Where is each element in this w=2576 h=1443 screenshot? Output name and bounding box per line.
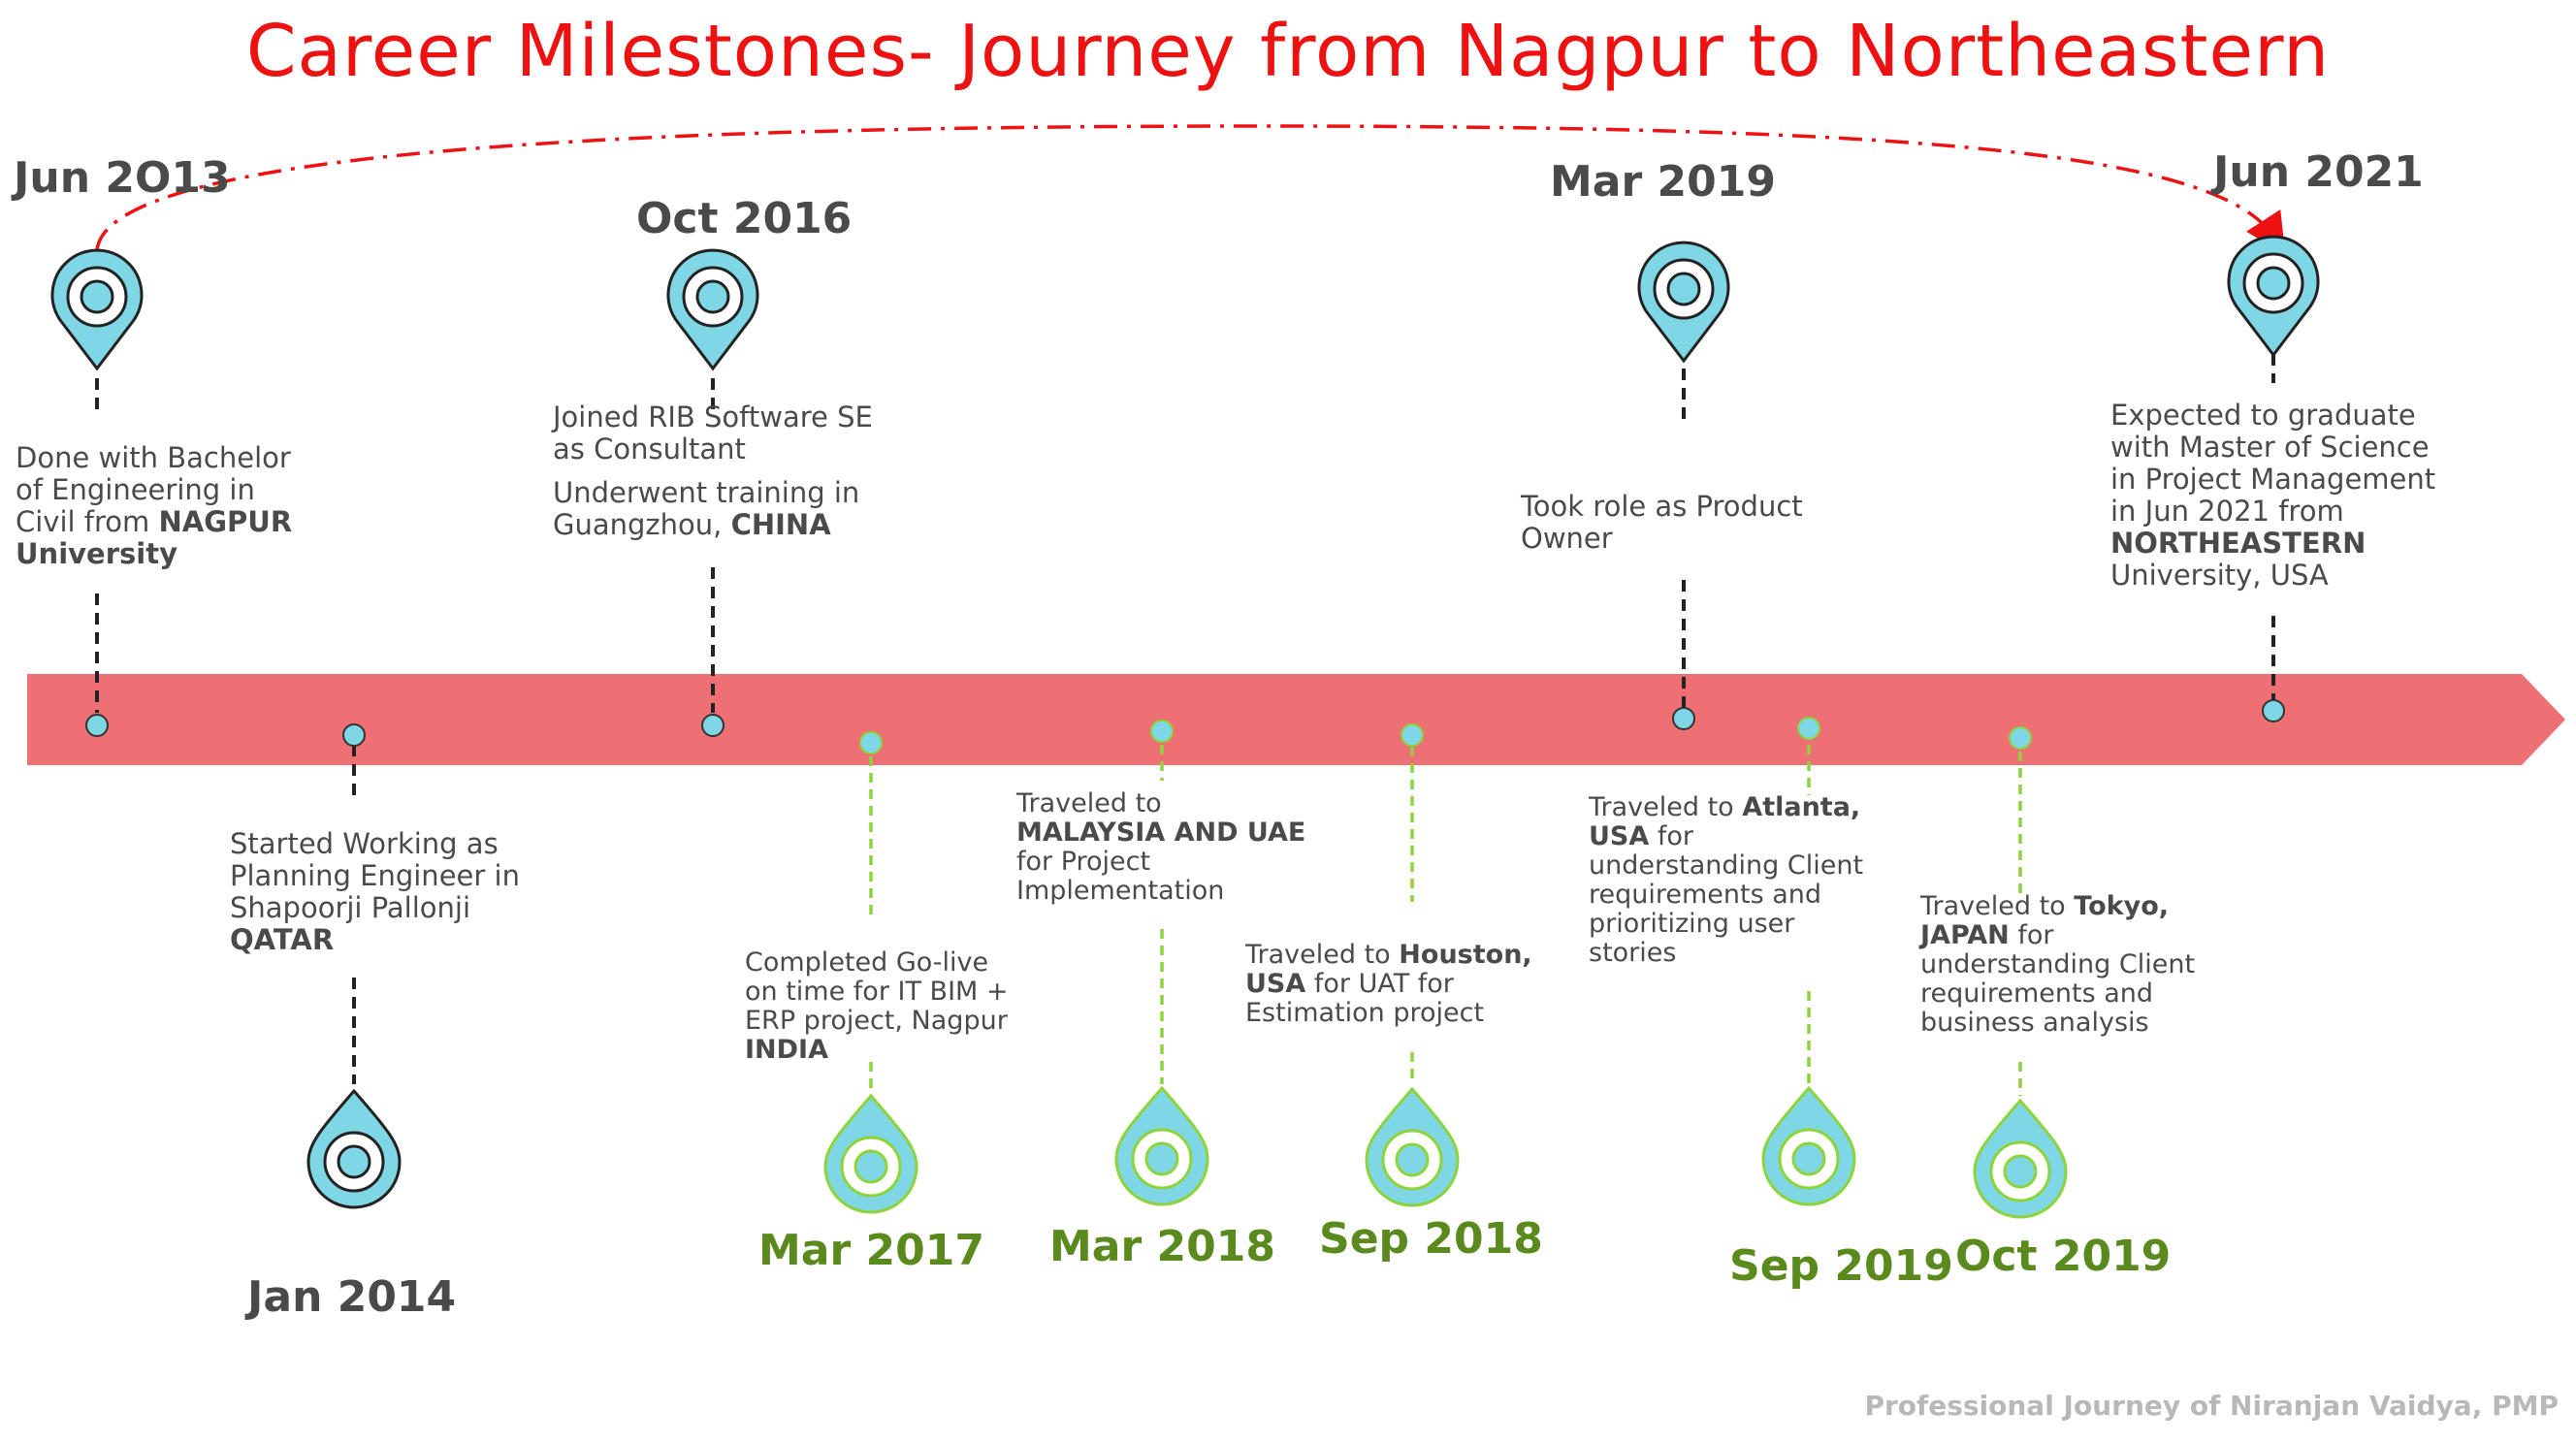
drop-pin-icon bbox=[823, 1093, 918, 1214]
footer-credit: Professional Journey of Niranjan Vaidya,… bbox=[1864, 1390, 2559, 1422]
location-pin-icon bbox=[666, 248, 759, 371]
drop-pin-icon bbox=[306, 1088, 402, 1209]
milestone-desc-sep-2019: Traveled to Atlanta, USA for understandi… bbox=[1589, 792, 1864, 968]
milestone-desc-jun-2021: Expected to graduate with Master of Scie… bbox=[2110, 399, 2436, 592]
top-connectors bbox=[95, 354, 2275, 1084]
milestone-desc-mar-2018: Traveled to MALAYSIA AND UAE for Project… bbox=[1016, 788, 1306, 906]
milestone-desc-sep-2018: Traveled to Houston, USA for UAT for Est… bbox=[1245, 940, 1532, 1028]
milestone-desc-jan-2014: Started Working as Planning Engineer in … bbox=[230, 827, 520, 956]
date-jan-2014: Jan 2014 bbox=[247, 1272, 457, 1322]
milestone-desc-oct-2016: Joined RIB Software SE as Consultant Unde… bbox=[553, 401, 873, 541]
location-pin-icon bbox=[50, 248, 144, 371]
journey-arc bbox=[95, 124, 2286, 255]
date-jun-2021: Jun 2021 bbox=[2213, 147, 2424, 197]
bar-dots bbox=[85, 699, 2285, 754]
page-title: Career Milestones- Journey from Nagpur t… bbox=[245, 10, 2331, 93]
date-mar-2017: Mar 2017 bbox=[758, 1226, 984, 1275]
date-sep-2018: Sep 2018 bbox=[1319, 1214, 1543, 1264]
milestone-desc-oct-2019: Traveled to Tokyo, JAPAN for understandi… bbox=[1920, 891, 2196, 1038]
date-jun-2013: Jun 2O13 bbox=[14, 153, 231, 203]
milestone-desc-jun-2013: Done with Bachelor of Engineering in Civ… bbox=[16, 441, 293, 570]
timeline-bar bbox=[27, 674, 2565, 765]
date-mar-2018: Mar 2018 bbox=[1049, 1222, 1275, 1271]
drop-pin-icon bbox=[1973, 1098, 2068, 1219]
bottom-connectors bbox=[869, 745, 2022, 1096]
date-oct-2019: Oct 2019 bbox=[1955, 1232, 2172, 1281]
date-oct-2016: Oct 2016 bbox=[636, 194, 853, 243]
milestone-desc-mar-2017: Completed Go-live on time for IT BIM + E… bbox=[745, 947, 1009, 1065]
date-sep-2019: Sep 2019 bbox=[1729, 1241, 1953, 1291]
drop-pin-icon bbox=[1114, 1085, 1209, 1206]
location-pin-icon bbox=[2227, 235, 2320, 358]
milestone-desc-mar-2019: Took role as Product Owner bbox=[1521, 490, 1803, 555]
date-mar-2019: Mar 2019 bbox=[1550, 157, 1776, 207]
location-pin-icon bbox=[1637, 240, 1730, 364]
drop-pin-icon bbox=[1761, 1085, 1856, 1206]
drop-pin-icon bbox=[1365, 1086, 1460, 1207]
